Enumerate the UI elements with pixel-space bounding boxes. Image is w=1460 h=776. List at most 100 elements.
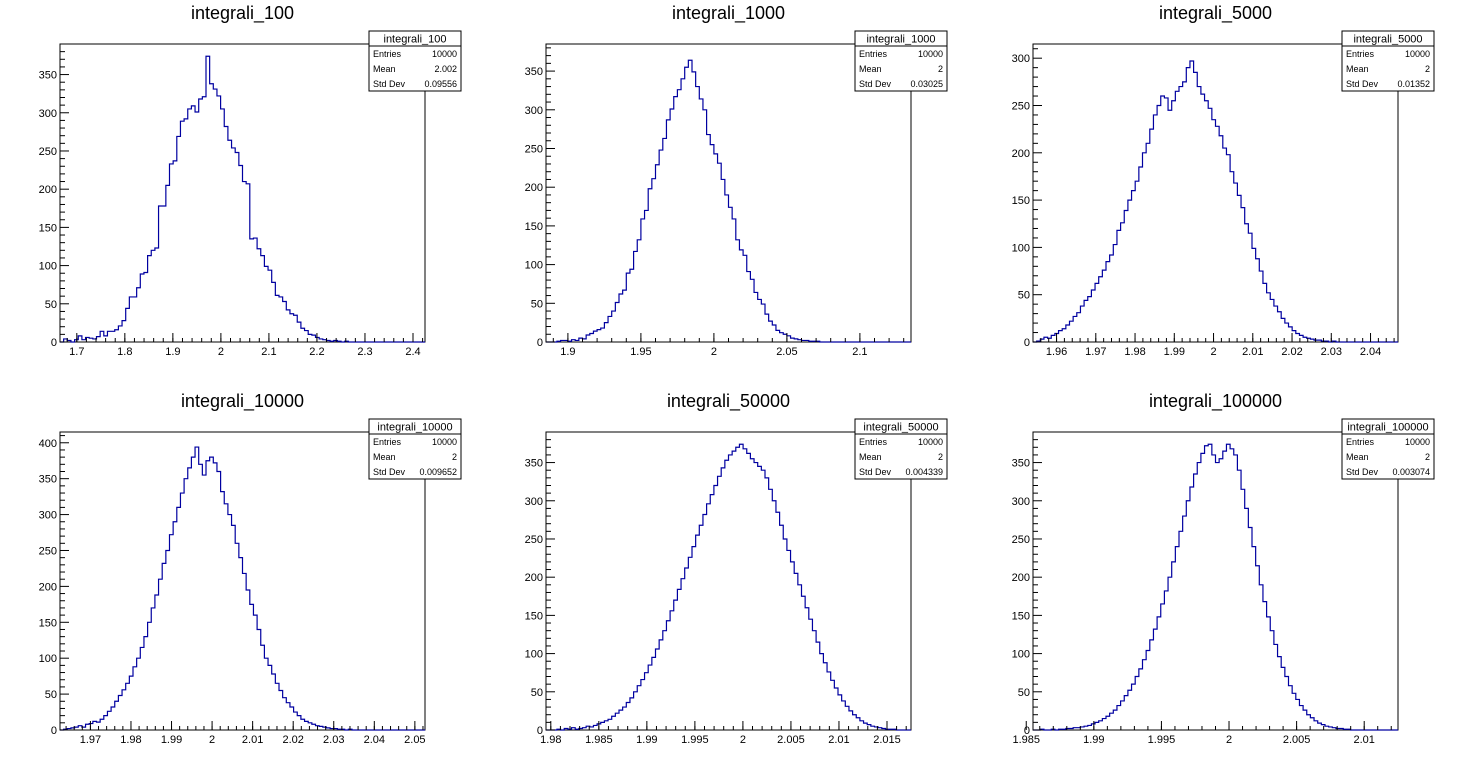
y-axis: 0 50 100 150 200 250 300 (1012, 48, 1042, 349)
x-tick-label: 2.4 (405, 346, 420, 358)
x-tick-label: 1.9 (165, 346, 180, 358)
x-tick-label: 2.04 (1360, 346, 1381, 358)
stats-label: Mean (859, 64, 882, 74)
x-tick-label: 2 (218, 346, 224, 358)
stats-label: Std Dev (1346, 467, 1379, 477)
histogram-panel: integrali_100 0 50 100 150 200 250 300 350 1.7 1.8… (39, 3, 462, 358)
stats-value: 10000 (432, 49, 457, 59)
y-tick-label: 100 (1012, 242, 1030, 254)
x-tick-label: 2.04 (364, 734, 385, 746)
y-tick-label: 250 (39, 146, 57, 158)
histogram-panel: integrali_100000 0 50 100 150 200 250 300 350 1.9… (1012, 391, 1435, 746)
y-tick-label: 50 (531, 687, 543, 699)
stats-box-frame (854, 418, 948, 480)
x-tick-label: 2 (209, 734, 215, 746)
histogram-line (60, 55, 425, 343)
chart-title: integrali_100 (191, 3, 294, 24)
stats-label: Std Dev (859, 79, 892, 89)
x-tick-label: 2.02 (282, 734, 303, 746)
y-axis: 0 50 100 150 200 250 300 350 400 (39, 435, 69, 737)
y-tick-label: 200 (39, 184, 57, 196)
stats-label: Entries (859, 49, 888, 59)
histogram-panel: integrali_50000 0 50 100 150 200 250 300 350 1.98… (525, 391, 948, 746)
x-tick-label: 1.995 (681, 734, 709, 746)
y-tick-label: 300 (525, 105, 543, 117)
y-tick-label: 100 (39, 653, 57, 665)
y-tick-label: 150 (39, 617, 57, 629)
x-tick-label: 1.98 (120, 734, 141, 746)
x-tick-label: 1.9 (560, 346, 575, 358)
stats-box-title: integrali_100 (384, 34, 447, 46)
x-tick-label: 2.01 (242, 734, 263, 746)
y-tick-label: 0 (1024, 337, 1030, 349)
x-tick-label: 1.995 (1148, 734, 1176, 746)
stats-value: 10000 (432, 437, 457, 447)
x-axis: 1.985 1.99 1.995 2 2.005 2.01 (1012, 721, 1392, 746)
y-tick-label: 150 (525, 221, 543, 233)
stats-label: Mean (373, 452, 396, 462)
x-tick-label: 2.05 (404, 734, 425, 746)
x-tick-label: 2.005 (1283, 734, 1311, 746)
y-tick-label: 100 (525, 649, 543, 661)
y-axis: 0 50 100 150 200 250 300 350 (1012, 439, 1042, 737)
x-tick-label: 2.01 (828, 734, 849, 746)
y-tick-label: 300 (39, 510, 57, 522)
chart-title: integrali_1000 (672, 3, 785, 24)
y-tick-label: 0 (1024, 725, 1030, 737)
x-tick-label: 2.02 (1281, 346, 1302, 358)
y-axis: 0 50 100 150 200 250 300 350 (39, 51, 69, 349)
stats-value: 10000 (918, 437, 943, 447)
stats-value: 2.002 (434, 64, 457, 74)
y-tick-label: 250 (39, 545, 57, 557)
stats-value: 0.01352 (1397, 79, 1430, 89)
y-tick-label: 50 (45, 689, 57, 701)
stats-box-title: integrali_50000 (863, 422, 938, 434)
x-tick-label: 1.985 (1012, 734, 1040, 746)
y-tick-label: 300 (1012, 496, 1030, 508)
x-tick-label: 2.1 (852, 346, 867, 358)
y-tick-label: 100 (1012, 649, 1030, 661)
stats-box-frame (368, 418, 462, 480)
y-tick-label: 400 (39, 438, 57, 450)
histogram-panel: integrali_5000 0 50 100 150 200 250 300 1.96 1.97… (1012, 3, 1435, 358)
x-tick-label: 1.8 (117, 346, 132, 358)
stats-value: 2 (938, 64, 943, 74)
y-tick-label: 0 (51, 725, 57, 737)
stats-box-frame (368, 30, 462, 92)
x-axis: 1.9 1.95 2 2.05 2.1 (552, 333, 905, 358)
plot-frame (59, 43, 426, 343)
y-axis: 0 50 100 150 200 250 300 350 (525, 47, 555, 349)
stats-label: Std Dev (373, 79, 406, 89)
stats-value: 2 (1425, 452, 1430, 462)
stats-label: Entries (1346, 49, 1375, 59)
y-tick-label: 0 (537, 337, 543, 349)
y-tick-label: 250 (1012, 100, 1030, 112)
y-tick-label: 200 (39, 581, 57, 593)
histogram-panel: integrali_10000 0 50 100 150 200 250 300 350 400 1… (39, 391, 462, 746)
histogram-line (1033, 443, 1398, 731)
y-axis: 0 50 100 150 200 250 300 350 (525, 439, 555, 737)
stats-label: Std Dev (1346, 79, 1379, 89)
x-tick-label: 2 (711, 346, 717, 358)
stats-value: 10000 (1405, 437, 1430, 447)
x-axis: 1.7 1.8 1.9 2 2.1 2.2 2.3 2.4 (66, 333, 424, 358)
y-tick-label: 200 (525, 572, 543, 584)
y-tick-label: 350 (1012, 458, 1030, 470)
y-tick-label: 50 (531, 298, 543, 310)
stats-box-title: integrali_5000 (1353, 34, 1422, 46)
stats-value: 0.003074 (1392, 467, 1430, 477)
stats-box: integrali_10000 Entries 10000 Mean 2 Std Dev 0… (368, 418, 462, 480)
y-tick-label: 100 (39, 261, 57, 273)
y-tick-label: 50 (45, 299, 57, 311)
x-tick-label: 1.98 (1124, 346, 1145, 358)
stats-box-frame (1341, 30, 1435, 92)
x-tick-label: 1.97 (1085, 346, 1106, 358)
stats-box-title: integrali_100000 (1347, 422, 1428, 434)
y-tick-label: 150 (1012, 610, 1030, 622)
plot-frame (1032, 43, 1399, 343)
x-tick-label: 2.01 (1353, 734, 1374, 746)
x-tick-label: 1.99 (1083, 734, 1104, 746)
x-axis: 1.97 1.98 1.99 2 2.01 2.02 2.03 2.04 2.05 (65, 721, 426, 746)
histogram-line (1033, 60, 1398, 343)
